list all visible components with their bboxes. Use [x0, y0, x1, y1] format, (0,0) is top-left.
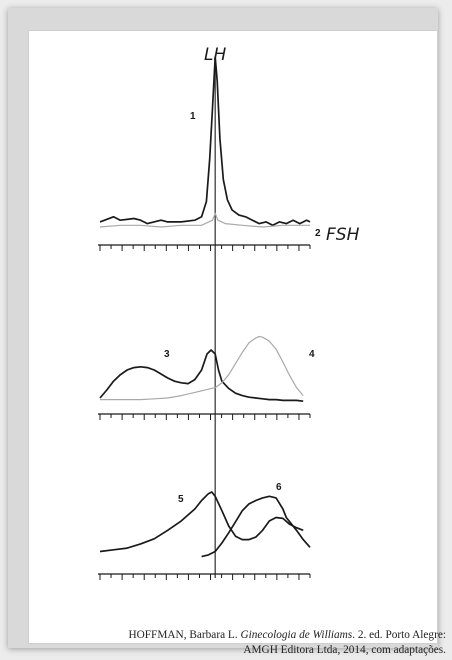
series-line-2 — [99, 212, 310, 228]
series-label-3: 3 — [164, 349, 170, 360]
panel-3: 56 — [98, 482, 311, 580]
image-frame: 1 2 LH FSH 3 4 5 6 HOFFMAN, Barbara L. Ginecolo… — [8, 8, 446, 656]
series-label-6: 6 — [276, 482, 282, 493]
series-line-5 — [99, 491, 304, 553]
caption-work: Ginecologia de Williams — [240, 629, 353, 641]
source-caption: HOFFMAN, Barbara L. Ginecologia de Willi… — [76, 628, 446, 658]
caption-rest: . 2. ed. Porto Alegre: — [352, 629, 446, 641]
series-line-1 — [99, 56, 311, 227]
series-line-3 — [99, 349, 304, 403]
series-label-5: 5 — [178, 494, 184, 505]
caption-line2: AMGH Editora Ltda, 2014, com adaptações. — [243, 644, 446, 656]
annotation-lh: LH — [204, 45, 226, 65]
annotation-fsh: FSH — [326, 225, 360, 245]
caption-author: HOFFMAN, Barbara L. — [128, 629, 238, 641]
page: 1 2 LH FSH 3 4 5 6 HOFFMAN, Barbara L. Ginecolo… — [28, 30, 446, 656]
series-label-4: 4 — [309, 349, 315, 360]
series-label-2: 2 — [315, 228, 321, 239]
series-line-4 — [100, 335, 304, 401]
series-line-6 — [201, 495, 311, 558]
series-label-1: 1 — [190, 111, 196, 122]
panel-1: 1 2 LH FSH — [98, 45, 360, 251]
